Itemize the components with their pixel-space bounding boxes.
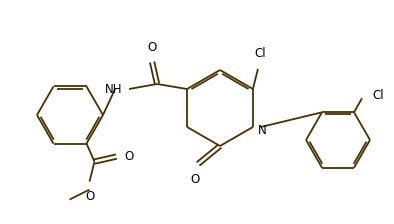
- Text: Cl: Cl: [372, 89, 384, 102]
- Text: O: O: [125, 150, 134, 163]
- Text: N: N: [258, 123, 267, 136]
- Text: O: O: [85, 190, 94, 202]
- Text: O: O: [190, 173, 200, 186]
- Text: Cl: Cl: [254, 47, 266, 60]
- Text: O: O: [147, 41, 157, 54]
- Text: NH: NH: [104, 82, 122, 95]
